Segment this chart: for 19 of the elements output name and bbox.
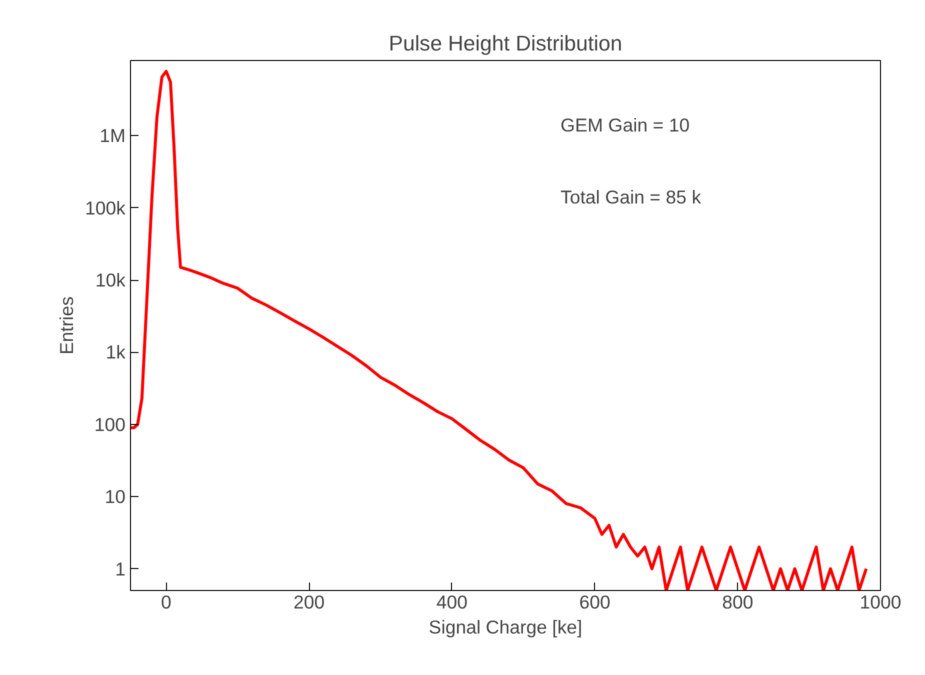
y-axis-title: Entries (56, 296, 78, 355)
y-tick-label: 1 (115, 558, 126, 580)
chart-title: Pulse Height Distribution (388, 32, 622, 56)
line-series (130, 70, 868, 590)
y-tick-label: 1M (100, 125, 126, 146)
x-tick-label: 400 (436, 592, 468, 612)
x-tick-label: 200 (294, 592, 325, 612)
x-tick-label: 800 (722, 592, 754, 612)
y-tick-label: 10 (104, 486, 126, 508)
annotation: Total Gain = 85 k (560, 186, 702, 208)
x-axis-title: Signal Charge [ke] (428, 616, 582, 638)
x-tick-label: 0 (161, 592, 172, 612)
y-tick-label: 1k (106, 342, 126, 363)
x-tick-label: 600 (579, 592, 610, 612)
y-tick-label: 10k (95, 270, 126, 291)
y-tick-label: 100 (94, 414, 126, 435)
annotation: GEM Gain = 10 (560, 114, 690, 136)
x-tick-label: 1000 (860, 592, 902, 612)
y-tick-label: 100k (85, 197, 126, 218)
